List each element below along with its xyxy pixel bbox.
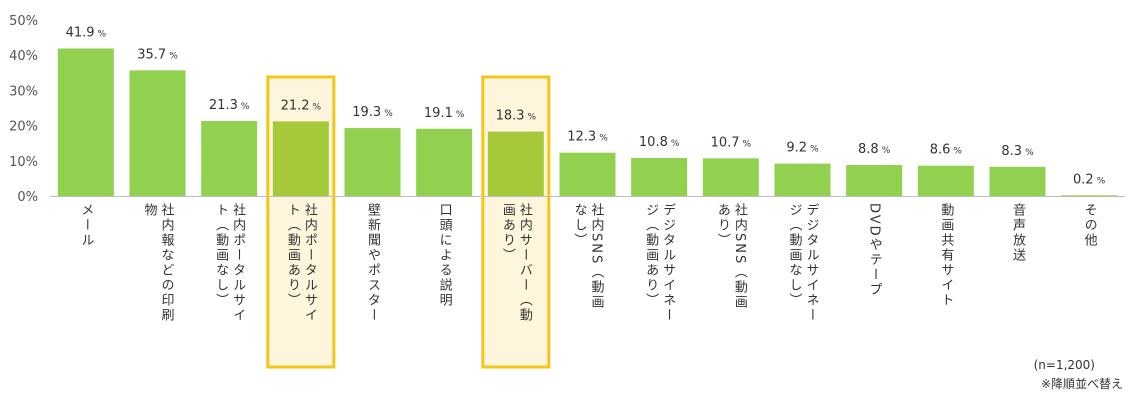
category-label-line: 社内ポータルサイ — [301, 203, 317, 323]
category-label: 口頭による説明 — [437, 203, 452, 363]
category-label: 社内SNS（動画 なし） — [572, 203, 604, 363]
category-label: 社内ポータルサイ ト（動画なし） — [213, 203, 245, 363]
value-label: 41.9% — [66, 26, 107, 41]
y-tick-label: 40% — [9, 49, 38, 64]
category-label-line: 社内SNS（動画 — [588, 203, 604, 311]
sort-note: ※降順並べ替え — [1040, 377, 1123, 391]
y-tick-label: 30% — [9, 84, 38, 99]
bar — [272, 121, 329, 196]
category-label: 社内サーバー（動 画あり） — [500, 203, 532, 363]
category-label: 音声放送 — [1010, 203, 1025, 363]
category-label: メール — [78, 203, 93, 363]
value-label: 21.2% — [281, 98, 322, 113]
value-label: 35.7% — [137, 47, 178, 62]
category-label-line: デジタルサイネー — [660, 203, 676, 323]
bar — [487, 131, 544, 196]
bar — [631, 157, 688, 196]
bar — [57, 48, 114, 197]
category-label-line: 口頭による説明 — [436, 203, 452, 308]
category-label-line: 社内SNS（動画 — [731, 203, 747, 311]
value-label: 8.6% — [930, 143, 963, 158]
sample-size-note: (n=1,200) — [1033, 358, 1095, 372]
category-label-line: 動画共有サイト — [938, 203, 954, 308]
highlight-box — [481, 75, 551, 369]
category-label: デジタルサイネー ジ（動画なし） — [787, 203, 819, 363]
y-tick-label: 10% — [9, 155, 38, 170]
category-label-line: 画あり） — [499, 203, 515, 263]
category-label-line: ト（動画なし） — [213, 203, 229, 308]
category-label: DVDやテープ — [867, 203, 882, 363]
category-label: 社内SNS（動画 あり） — [715, 203, 747, 363]
bar — [702, 158, 759, 196]
bar — [846, 165, 903, 196]
bar — [559, 152, 616, 196]
value-label: 19.3% — [352, 105, 393, 120]
value-label: 19.1% — [424, 106, 465, 121]
category-label-line: ト（動画あり） — [284, 203, 300, 308]
category-label-line: 社内ポータルサイ — [230, 203, 246, 323]
y-tick-label: 0% — [17, 190, 38, 205]
bar — [344, 128, 401, 196]
category-label: 社内報などの印刷物 — [142, 203, 174, 363]
bar — [917, 165, 974, 196]
bar — [416, 128, 473, 196]
y-tick-label: 50% — [9, 14, 38, 29]
category-label-line: その他 — [1081, 203, 1097, 248]
value-label: 12.3% — [567, 130, 608, 145]
category-label: 壁新聞やポスター — [365, 203, 380, 363]
category-label-line: デジタルサイネー — [803, 203, 819, 323]
value-label: 18.3% — [496, 109, 537, 124]
value-label: 9.2% — [786, 141, 819, 156]
category-label-line: 社内報などの印刷 — [158, 203, 174, 323]
category-label-line: 社内サーバー（動 — [516, 203, 532, 323]
value-label: 8.3% — [1001, 144, 1034, 159]
bar — [201, 121, 258, 196]
category-label-line: 音声放送 — [1010, 203, 1025, 263]
category-label-line: なし） — [571, 203, 587, 248]
category-label-line: あり） — [714, 203, 730, 248]
value-label: 21.3% — [209, 98, 250, 113]
category-label-line: DVDやテープ — [866, 203, 882, 298]
value-label: 8.8% — [858, 142, 891, 157]
category-label: 動画共有サイト — [938, 203, 953, 363]
value-label: 10.7% — [711, 135, 752, 150]
bar — [989, 166, 1046, 196]
category-label: その他 — [1082, 203, 1097, 363]
bar — [129, 70, 186, 196]
category-label-line: ジ（動画なし） — [786, 203, 802, 308]
category-label: 社内ポータルサイ ト（動画あり） — [285, 203, 317, 363]
value-label: 10.8% — [639, 135, 680, 150]
y-tick-label: 20% — [9, 120, 38, 135]
value-label: 0.2% — [1073, 172, 1106, 187]
category-label-line: 物 — [141, 203, 157, 218]
category-label-line: 壁新聞やポスター — [365, 203, 380, 323]
bar — [1061, 195, 1118, 197]
category-label: デジタルサイネー ジ（動画あり） — [643, 203, 675, 363]
category-label-line: メール — [78, 203, 94, 248]
bar — [774, 163, 831, 196]
category-label-line: ジ（動画あり） — [643, 203, 659, 308]
